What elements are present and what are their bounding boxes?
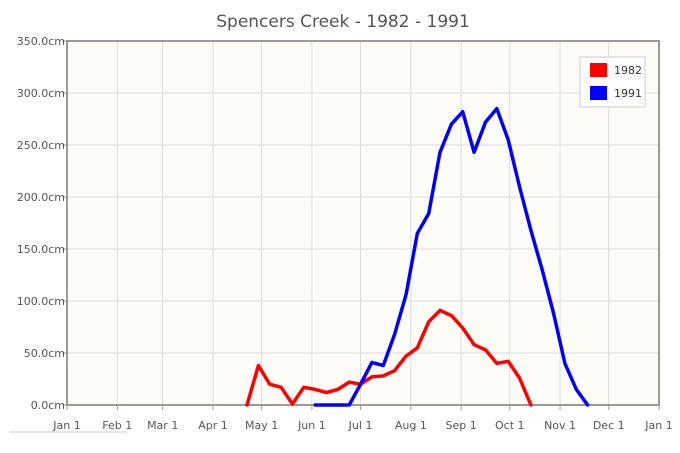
y-tick-label: 150.0cm: [17, 243, 65, 256]
series-line-1982: [245, 308, 533, 407]
y-axis-ticks: 0.0cm 50.0cm 100.0cm 150.0cm 200.0cm 250.0cm 3…: [17, 35, 67, 412]
x-tick-label: Feb 1: [102, 419, 132, 432]
series-lines: [245, 106, 590, 407]
y-tick-label: 50.0cm: [24, 347, 65, 360]
plot-border: [66, 40, 660, 406]
legend-swatch-1982[interactable]: [590, 63, 607, 77]
x-tick-label: Jun 1: [297, 419, 326, 432]
y-tick-label: 100.0cm: [17, 295, 65, 308]
plot-area: [67, 41, 659, 405]
x-tick-label: Apr 1: [198, 419, 228, 432]
legend-swatch-1991[interactable]: [590, 86, 607, 100]
y-tick-label: 0.0cm: [31, 399, 65, 412]
x-tick-label: Aug 1: [395, 419, 427, 432]
x-tick-label: Oct 1: [495, 419, 525, 432]
x-tick-label: Nov 1: [544, 419, 576, 432]
series-line-1991: [313, 106, 590, 407]
legend-label-1982[interactable]: 1982: [614, 64, 642, 77]
grid: [66, 40, 660, 406]
y-tick-label: 300.0cm: [17, 87, 65, 100]
y-tick-label: 350.0cm: [17, 35, 65, 48]
x-axis-ticks: Jan 1 Feb 1 Mar 1 Apr 1 May 1 Jun 1 Jul 1 Aug 1…: [52, 405, 673, 432]
x-tick-label: Jan 1: [52, 419, 80, 432]
legend-label-1991[interactable]: 1991: [614, 87, 642, 100]
x-tick-label: Sep 1: [446, 419, 477, 432]
x-tick-label: May 1: [245, 419, 278, 432]
y-tick-label: 250.0cm: [17, 139, 65, 152]
y-tick-label: 200.0cm: [17, 191, 65, 204]
legend[interactable]: 1982 1991: [579, 56, 646, 108]
chart-title: Spencers Creek - 1982 - 1991: [216, 12, 470, 32]
x-tick-label: Jan 1: [644, 419, 672, 432]
x-tick-label: Dec 1: [593, 419, 625, 432]
x-tick-label: Jul 1: [348, 419, 373, 432]
x-tick-label: Mar 1: [147, 419, 178, 432]
